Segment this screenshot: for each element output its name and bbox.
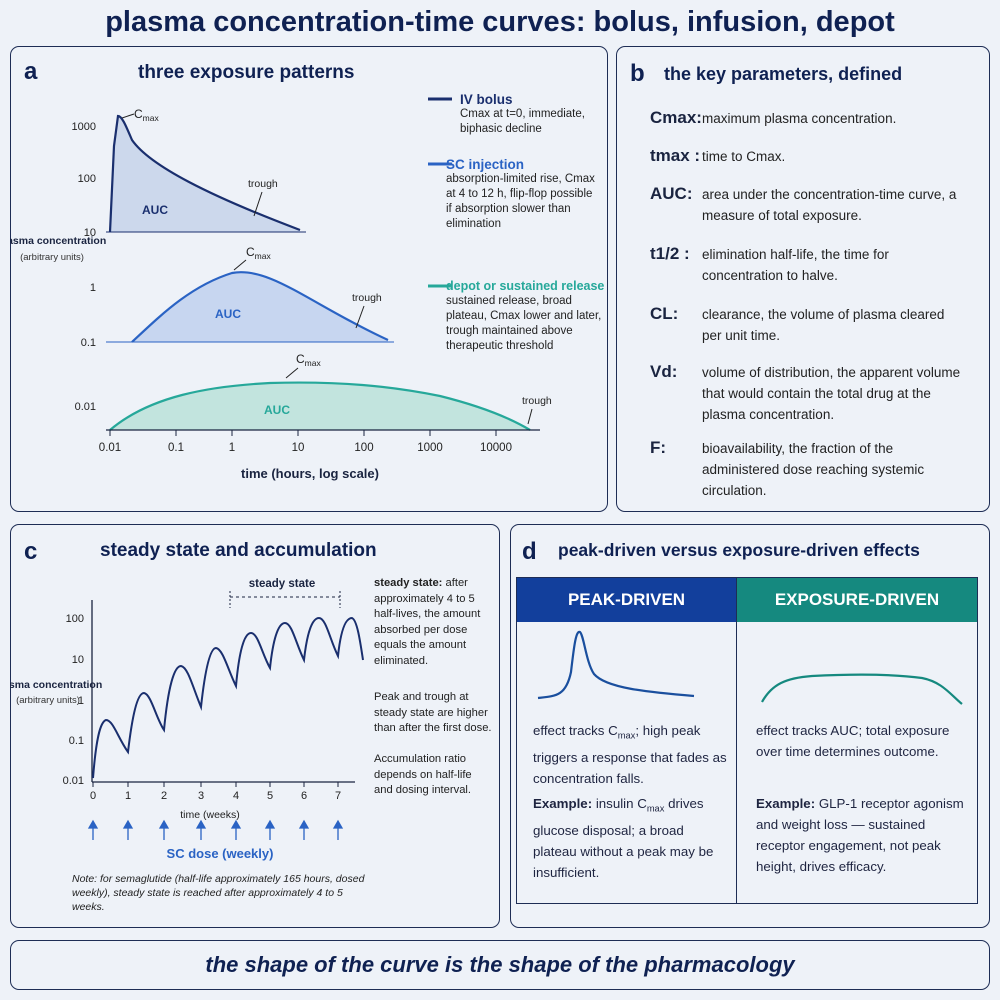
panel-b xyxy=(616,46,990,512)
comparison-table xyxy=(516,577,978,904)
cmax-label-2: Cmax xyxy=(246,245,271,261)
exposure-mini-curve xyxy=(761,673,963,705)
semaglutide-footnote: Note: for semaglutide (half-life approxi… xyxy=(72,873,365,913)
dose-label: SC dose (weekly) xyxy=(167,846,274,861)
footer-tagline: the shape of the curve is the shape of t… xyxy=(10,940,990,990)
c-ytick-10: 10 xyxy=(72,654,84,666)
panel-a-label: a xyxy=(24,58,38,85)
xtick-1: 1 xyxy=(229,442,235,454)
c-xtick-5: 5 xyxy=(267,790,273,802)
trough-arrow-2 xyxy=(355,305,365,329)
peak-driven-header: PEAK-DRIVEN xyxy=(517,578,736,622)
panel-b-label: b xyxy=(630,60,645,87)
cmax-arrow-1 xyxy=(121,113,135,119)
xtick-100: 100 xyxy=(354,442,373,454)
c-x-axis-label: time (weeks) xyxy=(180,809,240,821)
cmax-label-3: Cmax xyxy=(296,352,321,368)
c-ytick-100: 100 xyxy=(66,613,84,625)
cmax-arrow-3 xyxy=(285,367,299,379)
iv-bolus-curve xyxy=(108,114,301,233)
trough-label-3: trough xyxy=(522,395,552,407)
peak-description: effect tracks Cmax; high peak triggers a… xyxy=(533,723,727,786)
c-ytick-1: 1 xyxy=(78,695,84,707)
panel-c-chart: steady state 100 10 1 0.1 0.01 0 1 2 3 4… xyxy=(10,578,364,861)
steady-state-note: steady state: after approximately 4 to 5… xyxy=(374,577,481,667)
auc-label-2: AUC xyxy=(215,307,241,321)
c-xtick-1: 1 xyxy=(125,790,131,802)
exposure-description: effect tracks AUC; total exposure over t… xyxy=(756,723,950,759)
c-xtick-4: 4 xyxy=(233,790,239,802)
c-ytick-0.01: 0.01 xyxy=(63,775,84,787)
depot-area xyxy=(110,382,530,430)
exposure-example: Example: GLP-1 receptor agonism and weig… xyxy=(756,796,964,874)
dose-arrows xyxy=(87,819,344,840)
panel-d-title: peak-driven versus exposure-driven effec… xyxy=(558,540,920,560)
trough-label-1: trough xyxy=(248,178,278,190)
c-x-ticks xyxy=(92,782,339,787)
c-xtick-3: 3 xyxy=(198,790,204,802)
page-title: plasma concentration-time curves: bolus,… xyxy=(105,6,895,38)
c-xtick-7: 7 xyxy=(335,790,341,802)
c-xtick-6: 6 xyxy=(301,790,307,802)
x-ticks xyxy=(109,430,497,436)
depot-curve xyxy=(109,381,531,431)
xtick-1000: 1000 xyxy=(417,442,443,454)
legend-sc: SC injection absorption-limited rise, Cm… xyxy=(446,157,595,230)
table-divider xyxy=(736,577,738,904)
c-xtick-0: 0 xyxy=(90,790,96,802)
steady-state-label: steady state xyxy=(249,578,315,590)
ytick-1: 1 xyxy=(90,282,96,294)
ytick-1000: 1000 xyxy=(72,121,96,133)
y-axis-sub: (arbitrary units) xyxy=(20,252,84,263)
trough-label-2: trough xyxy=(352,292,382,304)
xtick-10000: 10000 xyxy=(480,442,512,454)
peak-trough-note: Peak and trough at steady state are high… xyxy=(374,691,492,734)
exposure-driven-header: EXPOSURE-DRIVEN xyxy=(737,578,977,622)
legend-depot: depot or sustained release sustained rel… xyxy=(446,279,605,352)
xtick-0.01: 0.01 xyxy=(99,442,121,454)
panel-c-title: steady state and accumulation xyxy=(100,540,377,561)
ytick-100: 100 xyxy=(78,173,96,185)
ytick-10: 10 xyxy=(84,227,96,239)
panel-b-title: the key parameters, defined xyxy=(664,64,903,84)
panel-a-title: three exposure patterns xyxy=(138,62,355,83)
c-y-axis-sub: (arbitrary units) xyxy=(16,695,80,706)
trough-arrow-3 xyxy=(527,408,533,425)
panel-d-label: d xyxy=(522,538,537,565)
c-y-axis-label: plasma concentration xyxy=(10,679,102,691)
c-xtick-2: 2 xyxy=(161,790,167,802)
panel-c-label: c xyxy=(24,538,38,565)
iv-bolus-area xyxy=(110,116,300,232)
x-axis-label: time (hours, log scale) xyxy=(241,466,379,481)
trough-arrow-1 xyxy=(253,191,263,217)
y-axis-label: plasma concentration xyxy=(10,235,106,247)
sc-curve xyxy=(131,271,389,343)
legend-iv: IV bolus Cmax at t=0, immediate, biphasi… xyxy=(460,92,585,135)
xtick-10: 10 xyxy=(292,442,305,454)
xtick-0.1: 0.1 xyxy=(168,442,184,454)
peak-example: Example: insulin Cmax drives glucose dis… xyxy=(533,796,714,880)
auc-label-1: AUC xyxy=(142,203,168,217)
accumulation-note: Accumulation ratio depends on half-life … xyxy=(374,753,472,796)
ytick-0.1: 0.1 xyxy=(81,337,96,349)
ytick-0.01: 0.01 xyxy=(75,401,96,413)
auc-label-3: AUC xyxy=(264,403,290,417)
c-ytick-0.1: 0.1 xyxy=(69,735,84,747)
panel-a-chart: 1000 100 10 Cmax AUC trough 1 0.1 Cmax A… xyxy=(10,97,552,481)
peak-mini-curve xyxy=(537,630,695,700)
cmax-arrow-2 xyxy=(233,259,247,271)
accumulation-curve xyxy=(92,616,364,779)
cmax-label-1: Cmax xyxy=(134,107,159,123)
